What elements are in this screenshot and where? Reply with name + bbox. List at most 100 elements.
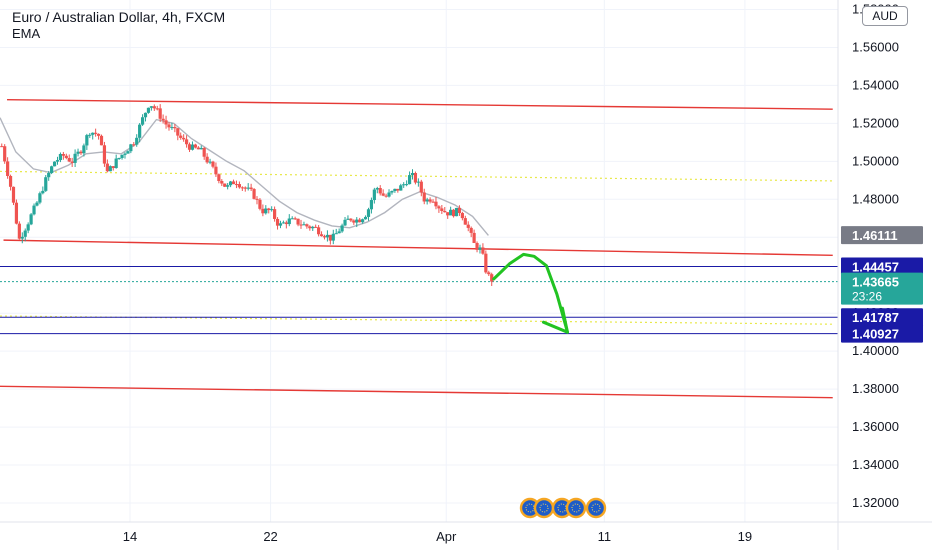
candle-body [352,220,356,223]
candle-body [132,144,136,146]
event-marker-circle [565,497,587,519]
candle-body [331,233,335,241]
candle-body [120,154,124,158]
currency-button[interactable]: AUD [862,6,908,26]
candle-body [296,218,300,225]
candle-body [396,188,400,191]
time-tick-label: Apr [436,529,457,544]
candle-body [490,274,494,282]
candle-body [182,137,186,140]
candle-body [319,234,324,237]
candle-body [217,174,221,182]
candle-body [325,234,330,238]
symbol-title: Euro / Australian Dollar, 4h, FXCM [12,9,226,25]
candle-body [246,187,250,189]
candle-body [47,173,51,178]
drawings [0,98,838,399]
candle-body [311,226,315,229]
price-label-text: 1.43665 [852,275,899,290]
ema-line [0,117,489,236]
candle-body [243,187,247,189]
candle-body [102,145,107,164]
candle-body [123,153,127,155]
candle-body [378,188,382,194]
candle-body [205,156,209,163]
candle-body [472,232,476,243]
candle-body [50,166,54,174]
candle-body [158,108,162,119]
candle-body [314,226,318,228]
candle-body [381,193,385,196]
candle-body [99,135,104,146]
dotted-line [0,315,833,325]
candle-body [35,202,39,206]
price-tick-label: 1.54000 [852,77,899,92]
candle-body [26,224,30,231]
candle-body [223,183,227,187]
indicator-label: EMA [12,26,41,41]
forecast-arrowhead [541,306,569,334]
candle-body [58,154,63,161]
candle-body [346,218,350,220]
price-tick-label: 1.32000 [852,495,899,510]
candle-body [94,132,98,134]
forecast-layer [492,252,569,334]
candle-body [278,223,283,226]
candle-body [193,144,197,148]
price-tick-label: 1.50000 [852,153,899,168]
candle-body [211,161,215,167]
price-label-badge: 1.46111 [841,226,923,245]
candle-body [252,189,256,199]
price-tick-label: 1.40000 [852,343,899,358]
candle-body [275,218,280,226]
price-label-badge: 1.40927 [841,324,923,343]
event-marker-icon[interactable] [533,497,555,519]
candles-layer [0,104,494,286]
candle-body [240,187,244,189]
event-marker-icon[interactable] [565,497,587,519]
candle-body [108,166,112,172]
event-marker-stars [571,503,581,513]
candle-body [434,201,438,207]
candle-body [184,139,189,145]
candle-body [199,147,203,150]
candle-body [419,181,423,193]
candle-body [270,209,274,211]
candle-body [407,175,412,185]
candle-body [149,106,153,108]
candle-body [234,184,239,186]
time-tick-label: 22 [263,529,277,544]
channel-line [3,239,833,257]
candle-body [202,147,206,157]
candle-body [454,207,459,217]
candle-body [44,177,48,191]
grid [0,0,838,522]
candle-body [384,195,388,197]
candle-body [61,154,65,156]
candle-body [88,134,92,136]
candle-body [155,108,159,110]
candle-body [451,209,456,217]
price-label-badge: 1.44457 [841,257,923,276]
candle-body [249,187,253,190]
candle-body [117,157,121,159]
event-marker-icon[interactable] [585,497,607,519]
event-marker-circle [533,497,555,519]
chart-legend: Euro / Australian Dollar, 4h, FXCM EMA [12,8,225,42]
candle-body [67,158,71,162]
price-label-text: 1.44457 [852,260,899,275]
candle-body [305,224,309,227]
candle-body [146,107,151,113]
price-tick-label: 1.56000 [852,39,899,54]
candle-body [413,172,418,183]
candle-body [85,135,89,146]
time-tick-label: 11 [598,529,612,544]
candle-body [170,127,174,129]
price-label-bg [841,226,923,245]
price-label-text: 1.41787 [852,310,899,325]
candle-body [466,224,470,228]
candle-body [173,127,177,129]
countdown-text: 23:26 [852,290,882,304]
candle-body [328,234,332,241]
